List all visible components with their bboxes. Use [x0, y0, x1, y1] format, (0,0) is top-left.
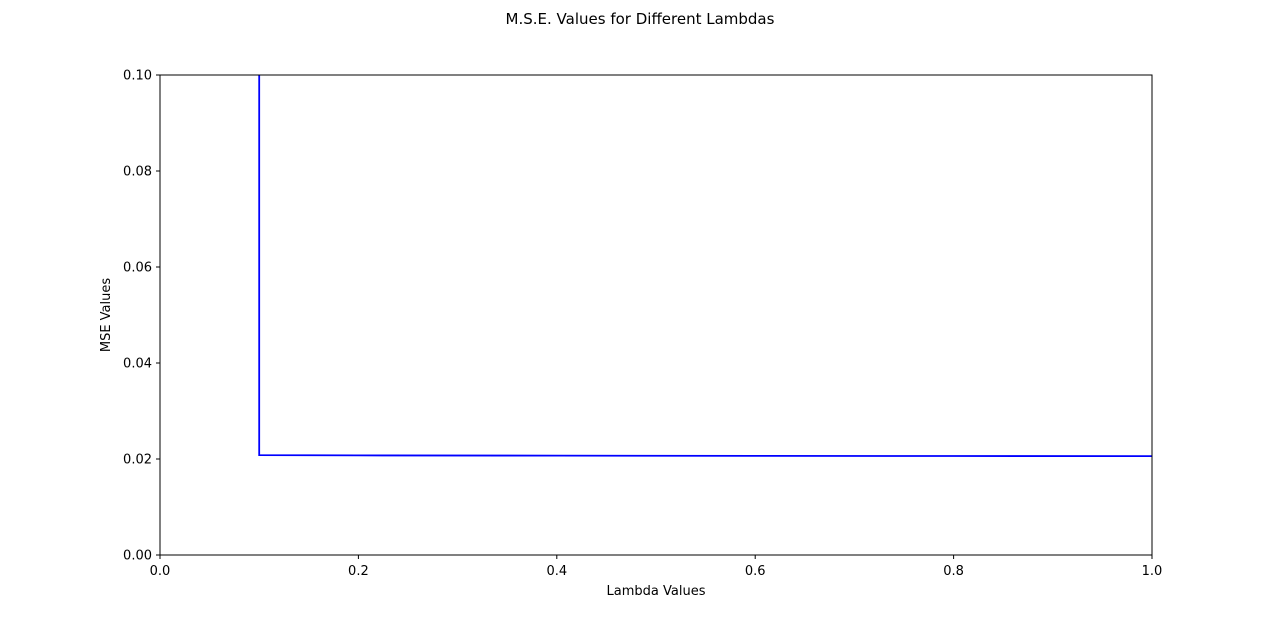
y-axis-label: MSE Values	[99, 278, 114, 353]
y-tick-label: 0.02	[123, 453, 152, 468]
series-line	[258, 75, 1153, 458]
y-tick-label: 0.10	[123, 69, 152, 84]
x-tick-label: 0.4	[546, 564, 567, 579]
y-tick-label: 0.06	[123, 261, 152, 276]
x-axis-label: Lambda Values	[607, 584, 706, 599]
series-group	[258, 75, 1153, 458]
y-tick-label: 0.04	[123, 357, 152, 372]
x-tick-label: 0.6	[745, 564, 766, 579]
chart-title: M.S.E. Values for Different Lambdas	[506, 10, 775, 28]
y-axis-ticks: 0.00 0.02 0.04 0.06 0.08 0.10	[123, 69, 160, 564]
x-tick-label: 1.0	[1142, 564, 1163, 579]
x-axis-ticks: 0.0 0.2 0.4 0.6 0.8 1.0	[150, 555, 1163, 579]
y-tick-label: 0.08	[123, 165, 152, 180]
x-tick-label: 0.2	[348, 564, 369, 579]
plot-frame	[159, 74, 1153, 556]
x-tick-label: 0.0	[150, 564, 171, 579]
y-tick-label: 0.00	[123, 549, 152, 564]
x-tick-label: 0.8	[943, 564, 964, 579]
